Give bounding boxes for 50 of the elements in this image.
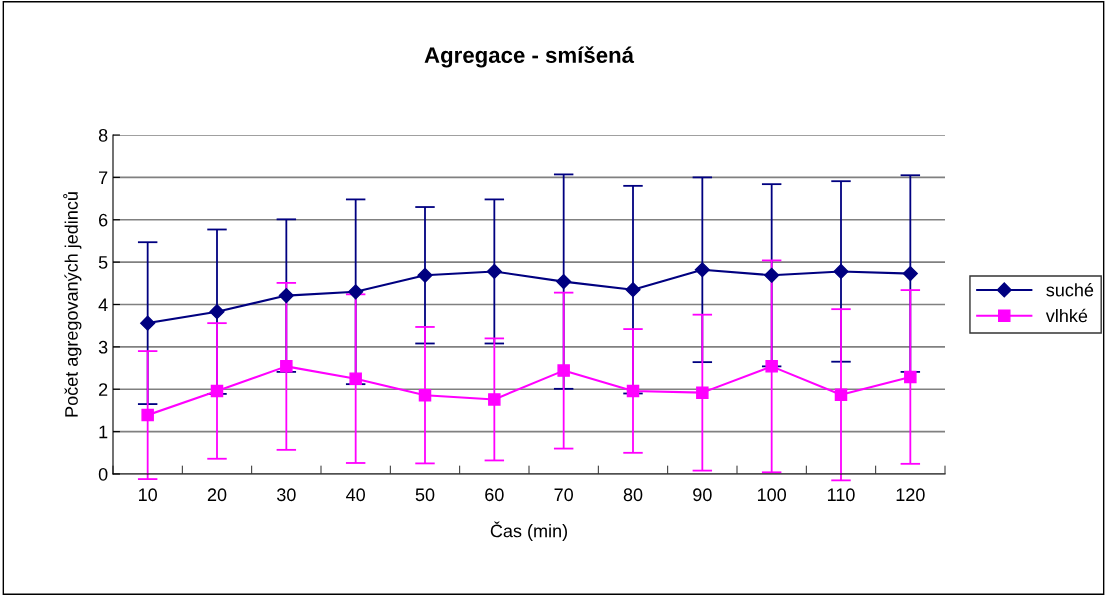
point: [278, 288, 294, 304]
x-tick-label: 40: [346, 488, 365, 502]
point: [833, 263, 849, 280]
point: [209, 304, 225, 320]
y-tick-label: 1: [99, 425, 108, 439]
point: [486, 263, 502, 280]
y-tick-label: 3: [98, 340, 108, 354]
point: [488, 393, 501, 406]
x-tick-label: 20: [207, 488, 227, 502]
x-tick-label: 70: [554, 488, 573, 502]
point: [418, 388, 432, 402]
x-tick-label: 80: [623, 488, 643, 502]
point: [765, 360, 778, 373]
legend-label: vlhké: [1045, 308, 1088, 323]
x-tick-label: 10: [139, 488, 157, 502]
point: [417, 267, 433, 283]
point: [348, 284, 364, 300]
point: [141, 408, 154, 422]
point: [556, 274, 572, 290]
x-tick-label: 110: [827, 488, 855, 502]
point: [696, 386, 709, 399]
point: [626, 384, 640, 398]
legend-label: suché: [1046, 282, 1094, 297]
y-tick-label: 2: [99, 383, 108, 396]
x-tick-label: 30: [276, 488, 296, 502]
point: [140, 315, 156, 331]
point: [625, 282, 641, 298]
y-tick-label: 4: [98, 298, 108, 312]
x-tick-label: 100: [757, 488, 787, 502]
x-tick-label: 50: [415, 488, 435, 502]
y-tick-label: 6: [99, 213, 108, 227]
x-axis-title: Čas (min): [490, 521, 567, 541]
chart-title: Agregace - smíšená: [424, 46, 635, 68]
y-tick-label: 0: [98, 467, 108, 481]
y-tick-label: 5: [98, 256, 108, 269]
point: [349, 372, 362, 385]
x-tick-label: 90: [693, 488, 712, 502]
point: [557, 364, 570, 377]
y-tick-label: 8: [98, 128, 108, 142]
point: [902, 265, 918, 282]
point: [834, 388, 848, 402]
y-tick-label: 7: [99, 171, 108, 184]
point: [904, 370, 917, 384]
x-tick-label: 60: [485, 488, 504, 502]
point: [764, 267, 780, 283]
point: [280, 360, 293, 373]
y-axis-title: Počet agregovaných jedinců: [63, 192, 82, 417]
point: [210, 384, 224, 398]
point: [694, 262, 710, 278]
x-tick-label: 120: [896, 488, 925, 502]
